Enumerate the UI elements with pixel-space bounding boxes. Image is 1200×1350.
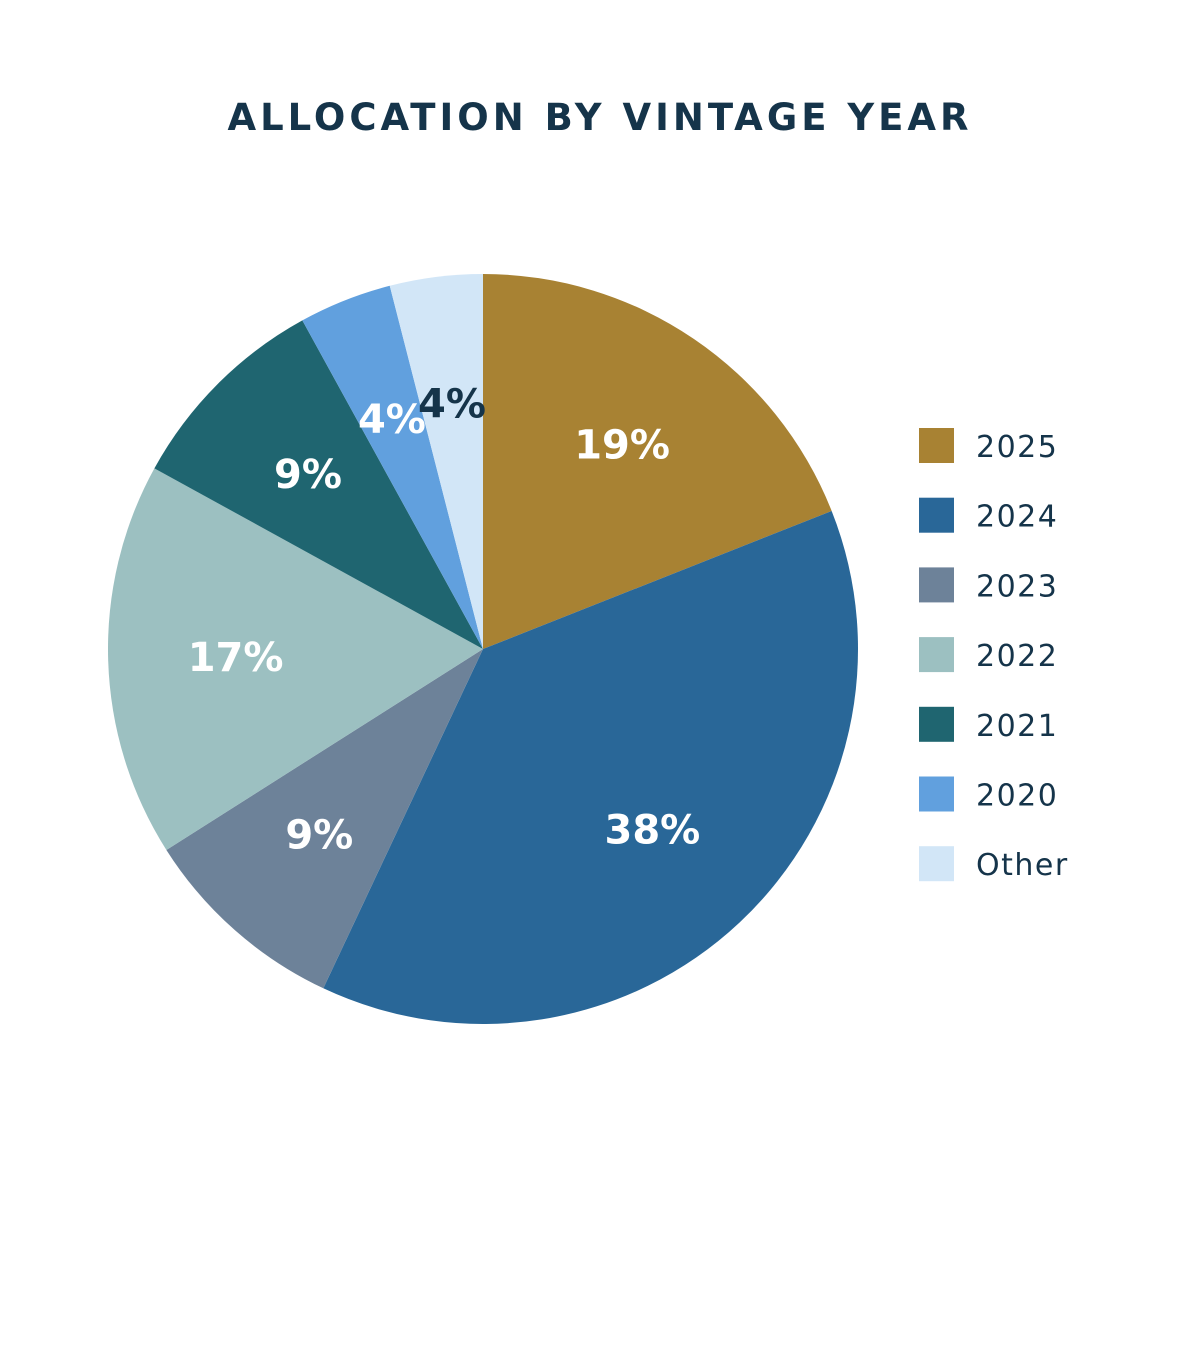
pie-slice-2020: [302, 285, 483, 649]
chart-title: ALLOCATION BY VINTAGE YEAR: [227, 96, 972, 139]
slice-label-2024: 38%: [605, 807, 701, 853]
slice-label-2021: 9%: [274, 452, 342, 498]
legend-swatch-2022: [919, 637, 954, 673]
slice-label-2020: 4%: [358, 397, 426, 443]
slice-label-2025: 19%: [574, 422, 670, 468]
legend-label-2020: 2020: [976, 779, 1058, 814]
pie-slice-labels: 19% 38% 9% 17% 9% 4%4%: [188, 382, 701, 859]
legend: 2025 2024 2023 2022 2021 2020 Other: [919, 428, 1069, 883]
legend-label-2023: 2023: [976, 569, 1058, 604]
pie-slice-2025: [483, 274, 832, 649]
pie-slice-2024: [323, 510, 859, 1025]
legend-swatch-2023: [919, 567, 954, 603]
pie-slice-2022: [107, 468, 483, 850]
pie-slices: [107, 274, 859, 1025]
slice-label-2023: 9%: [285, 813, 353, 859]
legend-swatch-2020: [919, 776, 954, 812]
legend-label-2022: 2022: [976, 639, 1058, 674]
legend-label-2025: 2025: [976, 430, 1058, 465]
legend-swatch-2024: [919, 497, 954, 533]
slice-label-2022: 17%: [188, 635, 284, 681]
slice-label-other: 4%: [418, 382, 486, 428]
legend-label-2024: 2024: [976, 500, 1058, 535]
legend-label-other: Other: [976, 848, 1069, 883]
pie-slice-other: [389, 274, 483, 649]
legend-swatch-2025: [919, 428, 954, 463]
legend-swatch-other: [919, 846, 954, 882]
legend-label-2021: 2021: [976, 709, 1058, 744]
legend-swatch-2021: [919, 706, 954, 742]
pie-slice-2021: [154, 320, 483, 649]
pie-slice-2023: [166, 649, 483, 989]
